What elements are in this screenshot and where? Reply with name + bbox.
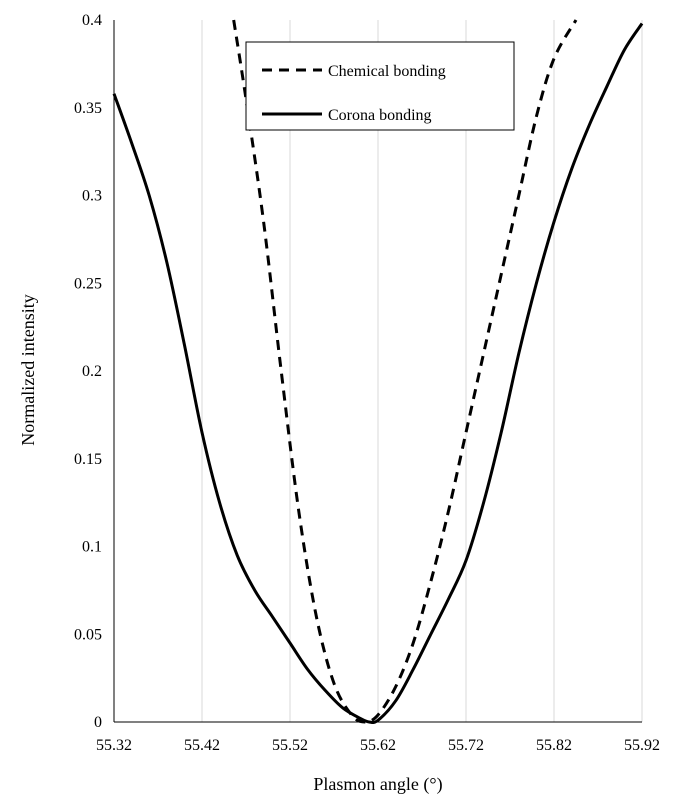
series-line-chemical-bonding [232, 19, 578, 724]
y-tick-label: 0 [94, 714, 102, 731]
x-tick-label: 55.52 [272, 737, 308, 754]
x-tick-label: 55.92 [624, 737, 660, 754]
series-group [112, 19, 644, 725]
y-tick-label: 0.05 [74, 626, 102, 643]
x-tick-label: 55.72 [448, 737, 484, 754]
y-tick-label: 0.1 [82, 539, 102, 556]
x-tick-label: 55.62 [360, 737, 396, 754]
x-axis-title: Plasmon angle (°) [313, 774, 442, 795]
y-axis-title: Normalized intensity [18, 294, 38, 445]
y-tick-label: 0.35 [74, 100, 102, 117]
x-tick-label: 55.42 [184, 737, 220, 754]
y-tick-label: 0.3 [82, 188, 102, 205]
tick-labels: 55.32 55.42 55.52 55.62 55.72 55.82 55.92 0 0.05… [74, 12, 660, 754]
x-tick-label: 55.82 [536, 737, 572, 754]
x-tick-label: 55.32 [96, 737, 132, 754]
series-line-corona-bonding [112, 22, 644, 725]
legend: Chemical bonding Corona bonding [245, 41, 515, 131]
legend-label-chemical-bonding: Chemical bonding [328, 63, 446, 80]
y-tick-label: 0.25 [74, 275, 102, 292]
y-tick-label: 0.4 [82, 12, 102, 29]
y-tick-label: 0.15 [74, 451, 102, 468]
legend-label-corona-bonding: Corona bonding [328, 107, 432, 124]
y-tick-label: 0.2 [82, 363, 102, 380]
grid [201, 20, 643, 722]
